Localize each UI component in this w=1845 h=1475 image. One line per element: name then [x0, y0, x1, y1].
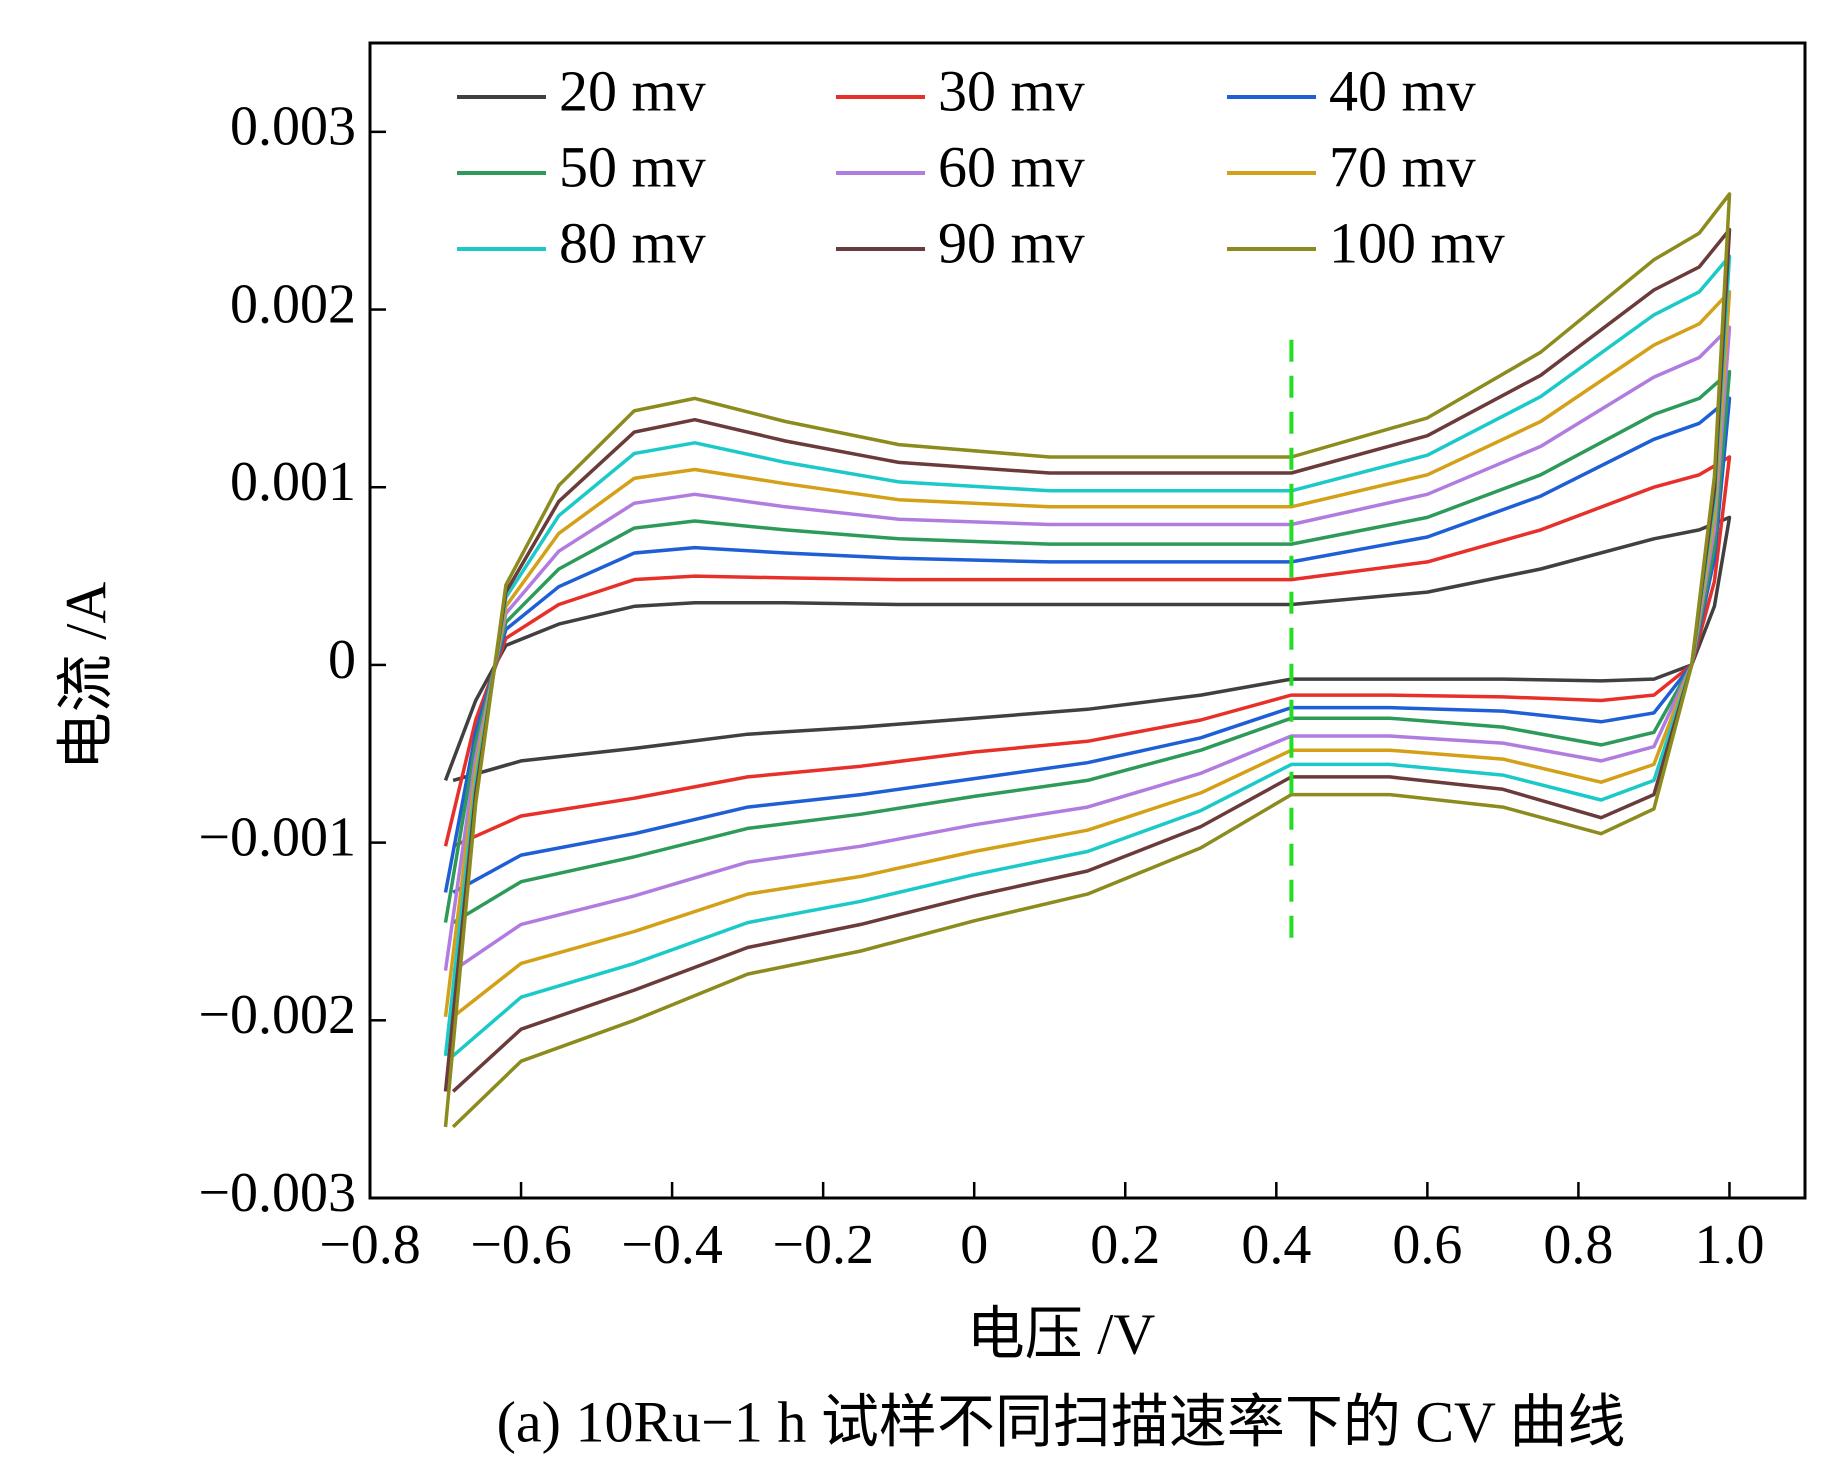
cv-curve — [443, 455, 1732, 848]
caption: (a) 10Ru−1 h 试样不同扫描速率下的 CV 曲线 — [497, 1389, 1626, 1454]
legend-label: 100 mv — [1329, 210, 1505, 275]
cv-curve — [443, 515, 1732, 783]
x-tick-label: 0.4 — [1241, 1214, 1311, 1276]
legend-label: 30 mv — [938, 58, 1085, 123]
legend-label: 80 mv — [559, 210, 706, 275]
plot-frame — [368, 41, 1807, 1200]
y-tick-label: 0.002 — [230, 273, 356, 335]
y-tick-label: 0 — [328, 629, 356, 691]
x-tick-label: 0 — [960, 1214, 988, 1276]
cv-curve — [443, 369, 1732, 925]
legend-label: 20 mv — [559, 58, 706, 123]
x-tick-label: −0.8 — [319, 1214, 421, 1276]
y-tick-label: 0.001 — [230, 451, 356, 513]
x-tick-label: 1.0 — [1694, 1214, 1764, 1276]
x-tick-label: 0.8 — [1543, 1214, 1613, 1276]
y-tick-label: −0.003 — [198, 1162, 356, 1224]
legend-label: 40 mv — [1329, 58, 1476, 123]
legend-label: 50 mv — [559, 134, 706, 199]
x-tick-label: −0.6 — [470, 1214, 572, 1276]
x-tick-label: −0.2 — [772, 1214, 874, 1276]
cv-curve — [443, 290, 1732, 1019]
cv-curve — [443, 396, 1732, 894]
cv-curve — [443, 325, 1732, 973]
x-tick-label: 0.6 — [1392, 1214, 1462, 1276]
x-axis-label: 电压 /V — [967, 1301, 1156, 1366]
y-axis-label: 电流 /A — [53, 582, 118, 771]
y-tick-label: −0.002 — [198, 984, 356, 1046]
x-tick-label: −0.4 — [621, 1214, 723, 1276]
legend-label: 90 mv — [938, 210, 1085, 275]
legend-label: 60 mv — [938, 134, 1085, 199]
x-tick-label: 0.2 — [1090, 1214, 1160, 1276]
cv-curve — [443, 192, 1732, 1129]
legend-label: 70 mv — [1329, 134, 1476, 199]
cv-curve — [443, 227, 1732, 1093]
y-tick-label: 0.003 — [230, 96, 356, 158]
y-tick-label: −0.001 — [198, 806, 356, 868]
